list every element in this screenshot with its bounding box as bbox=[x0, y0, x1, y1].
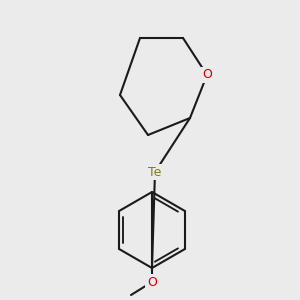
Text: O: O bbox=[147, 275, 157, 289]
Text: O: O bbox=[202, 68, 212, 82]
Text: Te: Te bbox=[148, 166, 162, 178]
